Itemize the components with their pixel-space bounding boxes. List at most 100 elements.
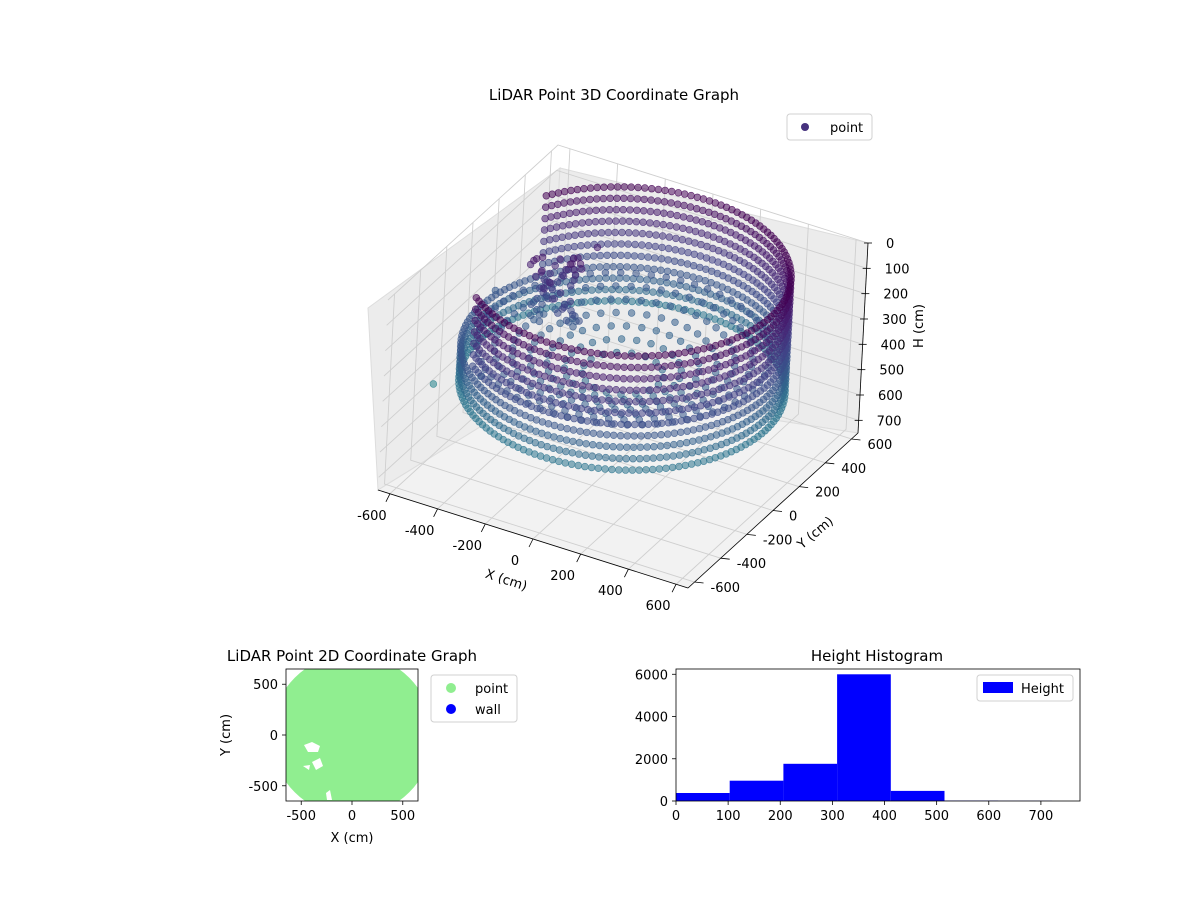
- point-marker: [639, 207, 648, 215]
- point-marker: [562, 436, 571, 444]
- point-marker: [603, 419, 612, 428]
- point-marker: [576, 427, 584, 435]
- point-marker: [663, 441, 671, 450]
- point-marker: [576, 416, 585, 424]
- point-marker: [644, 431, 652, 440]
- point-marker: [668, 463, 677, 472]
- point-marker: [606, 374, 614, 382]
- point-marker: [696, 413, 704, 421]
- point-marker: [660, 198, 669, 206]
- point-marker: [696, 252, 705, 260]
- histogram-xtick-label: 700: [1028, 809, 1053, 824]
- point-marker: [624, 409, 633, 417]
- legend-2d-label-wall: wall: [475, 703, 501, 718]
- point-marker: [617, 335, 626, 343]
- histogram-xtick-label: 400: [872, 809, 897, 824]
- point-marker: [600, 350, 608, 358]
- point-marker: [672, 395, 680, 403]
- point-marker: [660, 209, 668, 217]
- point-marker: [565, 379, 574, 387]
- point-marker: [556, 255, 564, 263]
- point-marker: [564, 402, 572, 410]
- grid-x-5: [628, 224, 809, 570]
- point-marker: [592, 206, 600, 215]
- point-marker: [662, 453, 671, 461]
- point-marker: [569, 323, 577, 331]
- point-marker: [548, 456, 557, 464]
- histogram-ytick-label: 0: [660, 795, 668, 810]
- point-marker: [641, 352, 649, 360]
- histogram-xtick-label: 600: [976, 809, 1001, 824]
- chart-2d-ylabel: Y (cm): [219, 714, 234, 757]
- point-marker: [691, 239, 699, 247]
- point-marker: [574, 287, 583, 295]
- point-marker: [647, 374, 655, 383]
- point-marker: [673, 200, 682, 208]
- ticks-3d: -600-400-2000200400600-600-400-200020040…: [357, 237, 909, 614]
- point-marker: [596, 282, 605, 290]
- point-marker: [659, 385, 668, 393]
- point-marker: [685, 226, 693, 234]
- point-marker: [654, 197, 662, 205]
- x-tick-label: 200: [550, 569, 575, 584]
- legend-3d-marker: [801, 123, 809, 131]
- point-marker: [604, 396, 613, 405]
- point-marker: [584, 230, 592, 238]
- point-marker: [541, 214, 549, 223]
- point-marker: [659, 220, 667, 229]
- z-axis-line: [857, 242, 869, 434]
- point-marker: [667, 373, 675, 381]
- point-marker: [679, 306, 688, 314]
- point-marker: [651, 408, 660, 417]
- point-marker: [563, 413, 572, 421]
- point-marker: [603, 251, 611, 260]
- point-marker: [566, 198, 575, 206]
- point-marker: [593, 183, 601, 192]
- y-tick-label: -600: [711, 581, 741, 596]
- point-marker: [644, 253, 652, 261]
- gap-1: [304, 742, 320, 752]
- point-marker: [551, 246, 560, 254]
- point-marker: [720, 310, 728, 318]
- point-marker: [622, 455, 630, 463]
- point-marker: [664, 430, 672, 438]
- point-marker: [596, 251, 605, 260]
- point-marker: [620, 194, 628, 203]
- point-marker: [564, 232, 573, 240]
- point-marker: [647, 340, 655, 348]
- point-marker: [695, 275, 703, 283]
- point-marker: [570, 414, 578, 423]
- histogram-bar: [676, 793, 730, 801]
- point-marker: [592, 296, 600, 304]
- point-marker: [541, 203, 550, 211]
- point-marker: [636, 443, 645, 451]
- point-marker: [679, 213, 688, 221]
- point-marker: [553, 278, 562, 286]
- point-marker: [579, 207, 587, 216]
- point-marker: [622, 295, 630, 304]
- y-tick-label: 200: [815, 486, 840, 501]
- point-marker: [666, 210, 675, 219]
- point-marker: [626, 375, 635, 383]
- point-marker: [591, 229, 599, 237]
- point-marker: [602, 263, 611, 271]
- point-marker: [566, 282, 575, 290]
- point-marker: [605, 385, 613, 393]
- point-marker: [673, 211, 681, 220]
- point-marker: [639, 398, 647, 406]
- point-marker: [659, 396, 667, 405]
- point-marker: [698, 218, 706, 226]
- point-marker: [577, 242, 585, 250]
- y-tick-label: -400: [737, 557, 767, 572]
- point-marker: [683, 260, 692, 268]
- point-marker: [661, 362, 669, 370]
- point-marker: [538, 300, 546, 309]
- point-marker: [674, 361, 682, 369]
- point-marker: [555, 457, 563, 466]
- point-marker: [658, 232, 667, 240]
- point-marker: [697, 390, 706, 399]
- point-marker: [612, 282, 620, 290]
- point-marker: [593, 243, 602, 252]
- point-marker: [689, 273, 697, 281]
- point-marker: [666, 384, 674, 393]
